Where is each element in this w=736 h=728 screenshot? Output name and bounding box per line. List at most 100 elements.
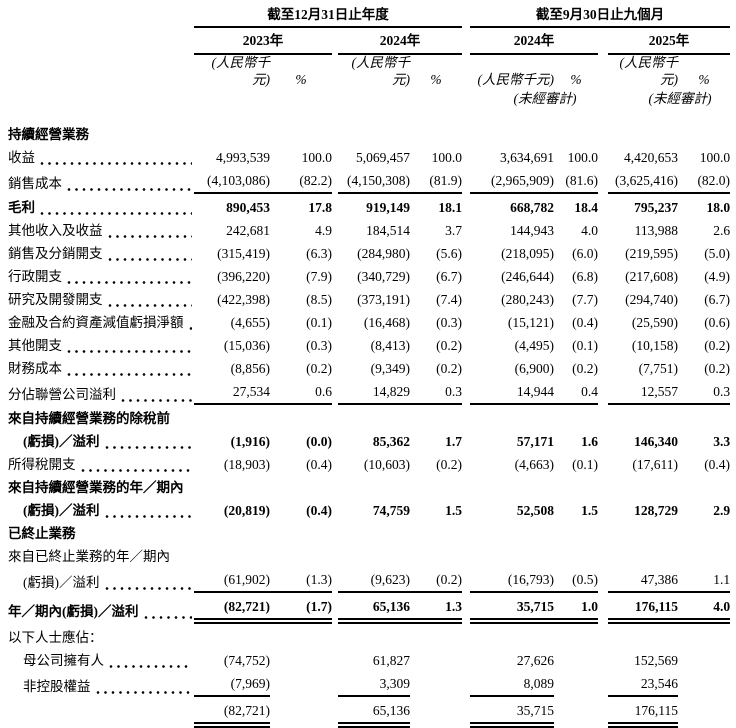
- dot-leader: [67, 270, 192, 286]
- percent-cell: 2.9: [713, 502, 731, 518]
- percent-cell: (0.2): [436, 456, 463, 472]
- row-label: 行政開支: [8, 263, 194, 286]
- column-gap: [462, 309, 470, 332]
- percent-cell: (4.9): [704, 268, 731, 284]
- percent-cell: (7.4): [436, 291, 463, 307]
- row-label: 收益: [8, 144, 194, 167]
- amount-cell: 795,237: [634, 199, 679, 215]
- table-row: 其他收入及收益 242,681 4.9 184,514 3.7 144,943 4.0 113…: [8, 217, 730, 240]
- percent-cell: 1.6: [581, 433, 599, 449]
- header-spacer: [338, 89, 462, 108]
- percent-cell: (6.3): [306, 245, 332, 261]
- row-label: 母公司擁有人: [8, 647, 194, 670]
- amount-cell: 176,115: [608, 591, 679, 624]
- row-label: 以下人士應佔：: [8, 629, 103, 645]
- row-label: (虧損)／溢利: [8, 428, 194, 451]
- row-label: 持續經營業務: [8, 126, 89, 142]
- percent-cell: 0.3: [410, 377, 463, 405]
- dot-leader: [67, 339, 192, 355]
- table-row: 銷售成本 (4,103,086) (82.2) (4,150,308) (81.9) (2…: [8, 166, 731, 194]
- amount-cell: 35,715: [470, 591, 555, 624]
- period-group-annual: 截至12月31日止年度: [194, 6, 463, 28]
- percent-cell: (6.7): [436, 268, 463, 284]
- amount-cell: (284,980): [357, 245, 410, 261]
- percent-cell: (0.6): [704, 314, 731, 330]
- percent-cell: 0.3: [678, 377, 731, 405]
- amount-cell: (4,495): [514, 337, 555, 353]
- table-row: (虧損)／溢利 (1,916) (0.0) 85,362 1.7 57,171 1.6 146…: [8, 428, 730, 451]
- amount-cell: 5,069,457: [356, 149, 410, 165]
- column-gap: [462, 286, 470, 309]
- amount-cell: (61,902): [194, 565, 270, 593]
- dot-leader: [188, 316, 192, 332]
- row-label: 非控股權益: [8, 670, 194, 696]
- dot-leader: [107, 247, 192, 263]
- dot-leader: [67, 362, 192, 378]
- amount-cell: 890,453: [226, 199, 270, 215]
- percent-cell: (0.2): [306, 360, 332, 376]
- amount-cell: (10,158): [631, 337, 679, 353]
- percent-cell: 18.0: [706, 199, 731, 215]
- amount-cell: 14,829: [338, 377, 410, 405]
- percent-cell: (0.2): [436, 360, 463, 376]
- column-gap: [462, 217, 470, 240]
- percent-cell: (0.2): [436, 337, 463, 353]
- dot-leader: [107, 293, 192, 309]
- percent-cell: (0.4): [572, 314, 599, 330]
- amount-cell: (422,398): [217, 291, 270, 307]
- amount-cell: (9,623): [338, 565, 410, 593]
- table-row: 銷售及分銷開支 (315,419) (6.3) (284,980) (5.6) (218,…: [8, 240, 730, 263]
- percent-cell: [554, 647, 598, 670]
- amount-cell: (16,793): [470, 565, 555, 593]
- column-gap: [462, 670, 470, 696]
- amount-cell: 919,149: [366, 199, 410, 215]
- unit-label: (人民幣千元): [477, 71, 555, 87]
- table-row: 研究及開發開支 (422,398) (8.5) (373,191) (7.4) (280,…: [8, 286, 730, 309]
- table-row: 毛利 890,453 17.8 919,149 18.1 668,782 18.4 795,2…: [8, 193, 730, 217]
- header-spacer: [194, 89, 332, 108]
- column-gap: [462, 451, 470, 474]
- percent-cell: (0.4): [306, 502, 332, 518]
- column-gap: [598, 566, 608, 592]
- unaudited-label: (未經審計): [513, 90, 577, 106]
- unit-label: (人民幣千元): [619, 55, 679, 87]
- percent-cell: 100.0: [431, 149, 463, 165]
- percent-cell: (0.1): [572, 337, 599, 353]
- amount-cell: (15,036): [223, 337, 270, 353]
- table-row: 金融及合約資產減值虧損淨額 (4,655) (0.1) (16,468) (0.3) (1…: [8, 309, 730, 332]
- column-gap: [462, 647, 470, 670]
- amount-cell: (74,752): [223, 652, 270, 668]
- column-gap: [598, 355, 608, 378]
- column-gap: [462, 497, 470, 520]
- percent-cell: 100.0: [301, 149, 332, 165]
- percent-cell: (81.6): [554, 166, 599, 194]
- row-label: 分佔聯營公司溢利: [8, 378, 194, 404]
- percent-cell: (0.2): [704, 337, 731, 353]
- table-row: 非控股權益 (7,969) 3,309 8,089 23,546: [8, 669, 730, 697]
- table-row: 分佔聯營公司溢利 27,534 0.6 14,829 0.3 14,944 0.4 12,55…: [8, 377, 731, 405]
- header-gap: [598, 54, 608, 89]
- percent-cell: [678, 696, 730, 725]
- amount-cell: 3,634,691: [500, 149, 555, 165]
- percent-cell: [678, 647, 730, 670]
- nine-month-2025-header: 2025年: [608, 27, 731, 55]
- percent-cell: 0.4: [554, 377, 599, 405]
- table-row: 其他開支 (15,036) (0.3) (8,413) (0.2) (4,495) (0.1…: [8, 332, 730, 355]
- amount-cell: 4,420,653: [624, 149, 679, 165]
- percent-cell: (81.9): [410, 166, 463, 194]
- column-gap: [598, 309, 608, 332]
- row-label: 銷售成本: [8, 167, 194, 193]
- amount-cell: 27,534: [194, 377, 270, 405]
- unit-label: (人民幣千元): [351, 55, 411, 87]
- row-label: 金融及合約資產減值虧損淨額: [8, 309, 194, 332]
- percent-cell: 4.9: [315, 222, 332, 238]
- header-gap: [462, 27, 470, 54]
- percent-cell: 0.6: [270, 377, 332, 405]
- percent-cell: 1.5: [445, 502, 463, 518]
- amount-cell: (8,413): [370, 337, 410, 353]
- column-gap: [598, 193, 608, 217]
- amount-cell: (340,729): [357, 268, 410, 284]
- percent-cell: [270, 647, 332, 670]
- percent-cell: [270, 696, 332, 725]
- percent-cell: [554, 670, 598, 696]
